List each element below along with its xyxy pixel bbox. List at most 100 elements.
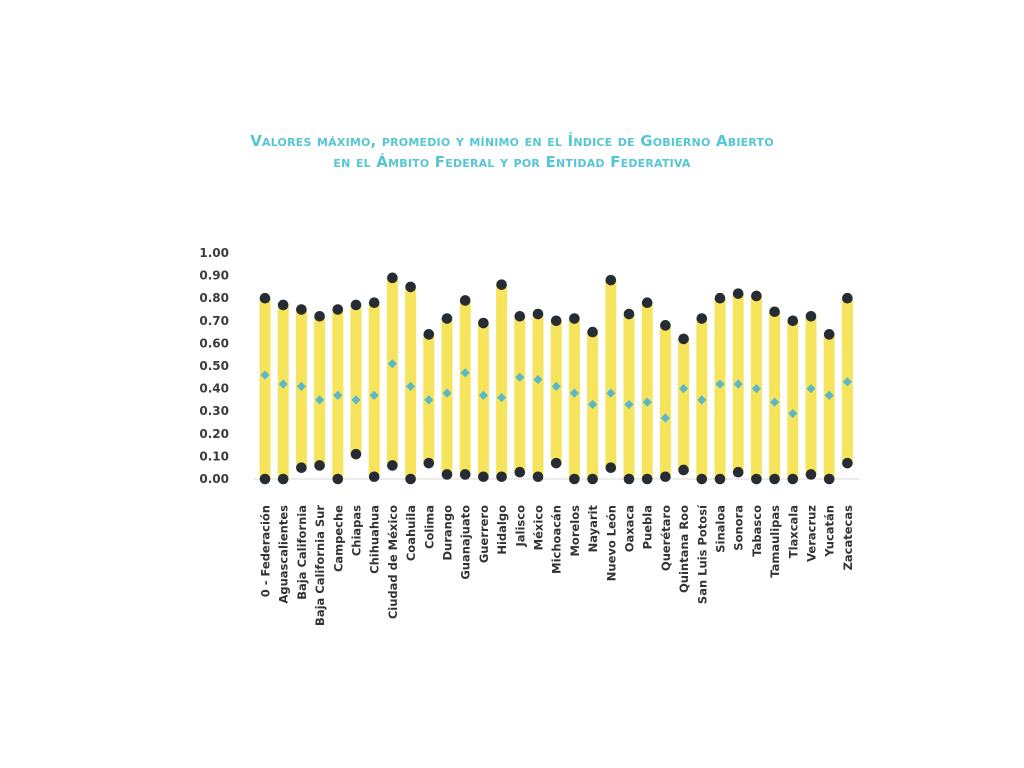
max-dot [441, 313, 453, 324]
category-group [714, 292, 726, 485]
min-dot [660, 471, 671, 483]
chart-title: Valores máximo, promedio y mínimo en el … [0, 131, 1024, 173]
max-dot [587, 326, 598, 338]
chart-title-line-2: en el Ámbito Federal y por Entidad Feder… [333, 153, 691, 171]
category-group [605, 274, 617, 474]
category-group [696, 313, 708, 485]
x-category-label: Sonora [732, 505, 746, 551]
x-category-label: Veracruz [805, 505, 819, 562]
avg-marker [715, 379, 725, 389]
category-group [295, 304, 307, 474]
avg-marker [260, 370, 270, 380]
max-dot [842, 292, 853, 304]
category-group [805, 310, 817, 480]
y-tick-label: 0.80 [199, 291, 229, 305]
category-group [477, 317, 489, 483]
range-bar [623, 314, 635, 479]
category-group [823, 329, 835, 485]
x-category-label: Zacatecas [841, 505, 855, 571]
max-dot [769, 306, 780, 318]
max-dot [496, 279, 507, 290]
max-dot [459, 295, 471, 306]
range-bar [259, 298, 271, 479]
avg-marker [369, 390, 379, 400]
avg-marker [424, 395, 434, 405]
avg-marker [278, 379, 288, 389]
avg-marker [770, 397, 780, 407]
x-category-label: Aguascalientes [277, 505, 291, 604]
range-bar [659, 325, 671, 477]
category-group [787, 315, 799, 485]
avg-marker [497, 393, 507, 403]
category-group [568, 313, 580, 485]
category-group [659, 320, 671, 483]
range-bar [769, 311, 781, 479]
category-group [623, 308, 635, 485]
category-group [386, 272, 398, 471]
min-dot [587, 473, 598, 485]
avg-marker [406, 381, 416, 391]
max-dot [332, 304, 344, 315]
min-dot [459, 469, 471, 480]
min-dot [769, 473, 780, 485]
x-category-label: Jalisco [513, 505, 527, 548]
avg-marker [806, 384, 816, 394]
min-dot [550, 457, 562, 469]
avg-marker [351, 395, 361, 405]
x-category-label: Chihuahua [368, 505, 382, 574]
max-dot [787, 315, 799, 327]
max-dot [678, 333, 689, 345]
range-bar [678, 338, 690, 470]
avg-marker [624, 399, 634, 410]
avg-marker [588, 399, 598, 410]
min-dot [277, 473, 289, 485]
avg-marker [296, 381, 306, 391]
avg-marker [606, 388, 616, 398]
max-dot [569, 313, 580, 324]
category-group [769, 306, 781, 485]
avg-marker [442, 388, 452, 398]
max-dot [805, 310, 817, 322]
min-dot [641, 473, 653, 485]
max-dot [314, 310, 325, 322]
x-category-label: Querétaro [659, 505, 673, 571]
avg-marker [551, 381, 561, 391]
max-dot [405, 281, 416, 293]
max-dot [423, 329, 435, 340]
x-category-label: México [532, 505, 546, 550]
min-dot [569, 473, 580, 485]
x-category-label: Nayarit [586, 505, 600, 553]
avg-marker [824, 390, 834, 400]
y-tick-label: 0.50 [199, 359, 229, 373]
range-bar [823, 334, 835, 479]
x-category-label: Tamaulipas [768, 505, 782, 578]
category-group [459, 295, 471, 480]
x-category-label: Sinaloa [714, 505, 728, 553]
avg-marker [515, 372, 525, 382]
max-dot [696, 313, 708, 324]
x-category-label: Tlaxcala [786, 505, 800, 558]
y-tick-label: 0.90 [199, 269, 229, 283]
x-category-label: Guerrero [477, 505, 491, 563]
max-dot [296, 304, 307, 315]
min-dot [405, 473, 416, 485]
avg-marker [788, 408, 798, 419]
avg-marker [842, 377, 852, 387]
category-group [405, 281, 417, 485]
category-group [350, 299, 362, 460]
min-dot [514, 466, 526, 478]
range-bar [805, 316, 817, 475]
x-category-label: Morelos [568, 505, 582, 557]
x-category-label: Ciudad de México [386, 505, 400, 619]
max-dot [714, 292, 726, 304]
min-dot [714, 473, 726, 485]
avg-marker [460, 368, 470, 378]
x-axis-labels: 0 - Federación Aguascalientes Baja Califor… [259, 504, 855, 626]
category-group [314, 310, 326, 471]
y-tick-label: 0.30 [199, 404, 229, 418]
min-dot [696, 473, 708, 485]
avg-marker [751, 384, 761, 394]
x-category-label: San Luis Potosí [695, 504, 709, 604]
range-bar [368, 302, 380, 477]
range-bar [641, 302, 653, 479]
